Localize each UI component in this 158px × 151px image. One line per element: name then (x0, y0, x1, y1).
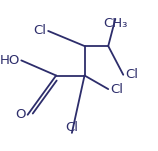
Text: CH₃: CH₃ (103, 17, 128, 30)
Text: Cl: Cl (110, 83, 123, 96)
Text: Cl: Cl (125, 68, 138, 81)
Text: Cl: Cl (65, 121, 78, 134)
Text: HO: HO (0, 54, 20, 67)
Text: Cl: Cl (34, 24, 47, 37)
Text: O: O (15, 108, 26, 121)
